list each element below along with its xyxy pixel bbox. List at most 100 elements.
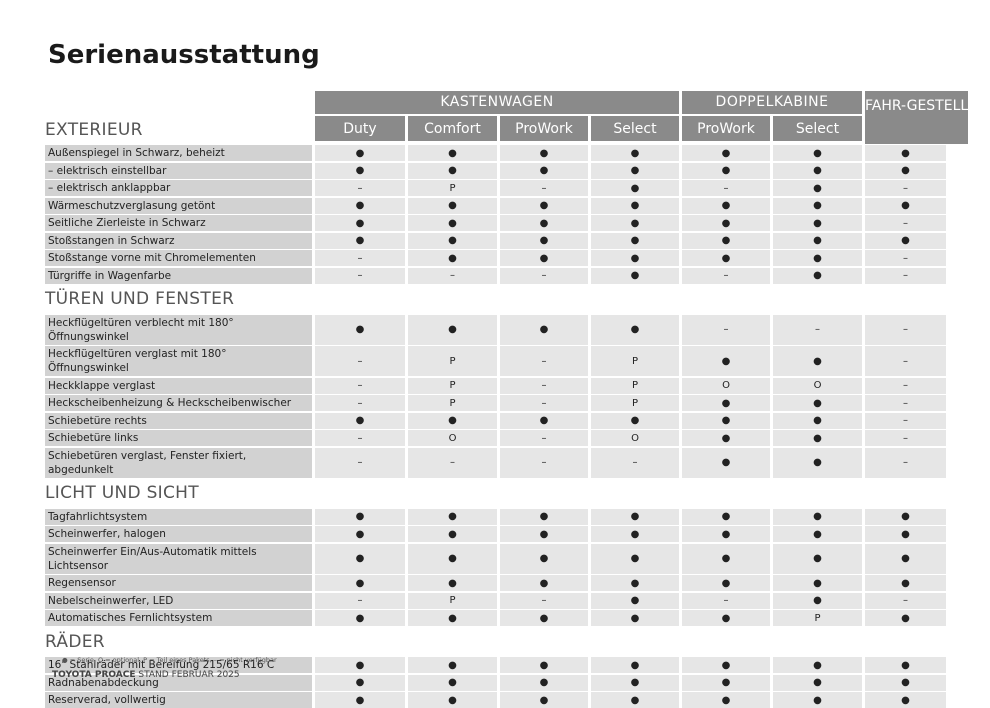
cell: – [773, 314, 862, 345]
cell: ● [500, 674, 588, 691]
cell: – [315, 395, 405, 411]
cell: ● [408, 610, 497, 626]
cell: ● [591, 162, 679, 179]
cell: ● [315, 232, 405, 249]
cell: ● [591, 412, 679, 429]
spacer [45, 91, 312, 114]
cell: ● [315, 526, 405, 542]
cell: ● [865, 508, 946, 525]
cell: O [682, 377, 770, 394]
row-label: Heckflügeltüren verblecht mit 180° Öffnu… [45, 314, 312, 345]
cell: ● [773, 657, 862, 673]
cell: – [865, 180, 946, 196]
brand: TOYOTA PROACE [52, 670, 136, 680]
cell: ● [865, 657, 946, 673]
cell: ● [773, 180, 862, 196]
cell: ● [408, 692, 497, 708]
cell: ● [773, 232, 862, 249]
cell: ● [591, 145, 679, 161]
cell: ● [500, 610, 588, 626]
cell: ● [682, 232, 770, 249]
cell: ● [500, 657, 588, 673]
cell: – [865, 267, 946, 284]
row-label: – elektrisch anklappbar [45, 180, 312, 196]
cell: ● [408, 162, 497, 179]
cell: – [865, 430, 946, 446]
cell: ● [591, 526, 679, 542]
row-label: Regensensor [45, 575, 312, 591]
cell: ● [773, 197, 862, 214]
cell: – [500, 395, 588, 411]
row-label: Reserverad, vollwertig [45, 692, 312, 708]
cell: ● [865, 692, 946, 708]
cell: ● [500, 412, 588, 429]
cell: O [591, 430, 679, 446]
cell: – [408, 267, 497, 284]
row-label: Automatisches Fernlichtsystem [45, 610, 312, 626]
cell: – [315, 267, 405, 284]
cell: P [591, 395, 679, 411]
cell: P [408, 346, 497, 376]
cell: ● [591, 575, 679, 591]
cell: ● [682, 215, 770, 231]
cell: ● [500, 692, 588, 708]
cell: ● [315, 145, 405, 161]
cell: ● [682, 508, 770, 525]
cell: ● [773, 543, 862, 574]
group-header: FAHR-GESTELL [865, 91, 969, 144]
row-label: Scheinwerfer Ein/Aus-Automatik mittels L… [45, 543, 312, 574]
cell: P [773, 610, 862, 626]
cell: ● [315, 692, 405, 708]
cell: ● [315, 197, 405, 214]
legend: ● = Serie, O = optional, P = Teil eines … [62, 656, 277, 664]
cell: – [315, 377, 405, 394]
cell: – [865, 395, 946, 411]
cell: ● [773, 162, 862, 179]
cell: ● [315, 162, 405, 179]
cell: – [682, 314, 770, 345]
cell: – [315, 430, 405, 446]
cell: – [500, 447, 588, 478]
cell: ● [682, 657, 770, 673]
column-header: Select [773, 115, 862, 141]
cell: ● [865, 162, 946, 179]
cell: P [408, 395, 497, 411]
cell: ● [682, 526, 770, 542]
row-label: Schiebetüre rechts [45, 412, 312, 429]
cell: ● [773, 674, 862, 691]
cell: ● [315, 215, 405, 231]
cell: – [865, 412, 946, 429]
cell: ● [500, 250, 588, 266]
column-header: Select [591, 115, 679, 141]
cell: ● [865, 197, 946, 214]
cell: P [408, 377, 497, 394]
cell: ● [865, 575, 946, 591]
cell: ● [773, 346, 862, 376]
cell: ● [500, 162, 588, 179]
section-heading: RÄDER [45, 631, 105, 652]
cell: ● [500, 508, 588, 525]
cell: – [865, 377, 946, 394]
cell: ● [315, 657, 405, 673]
cell: – [865, 447, 946, 478]
cell: P [591, 377, 679, 394]
row-label: Wärmeschutzverglasung getönt [45, 197, 312, 214]
cell: ● [865, 145, 946, 161]
cell: ● [500, 575, 588, 591]
cell: – [500, 592, 588, 609]
cell: – [500, 430, 588, 446]
cell: ● [408, 674, 497, 691]
group-header: KASTENWAGEN [315, 91, 679, 114]
cell: ● [865, 543, 946, 574]
cell: ● [315, 575, 405, 591]
cell: ● [408, 314, 497, 345]
cell: ● [315, 674, 405, 691]
cell: ● [682, 395, 770, 411]
row-label: Heckklappe verglast [45, 377, 312, 394]
row-label: 16" Stahlräder mit Bereifung 215/65 R16 … [45, 657, 312, 673]
cell: ● [773, 447, 862, 478]
cell: – [682, 592, 770, 609]
cell: – [500, 377, 588, 394]
column-header: Comfort [408, 115, 497, 141]
cell: ● [682, 145, 770, 161]
